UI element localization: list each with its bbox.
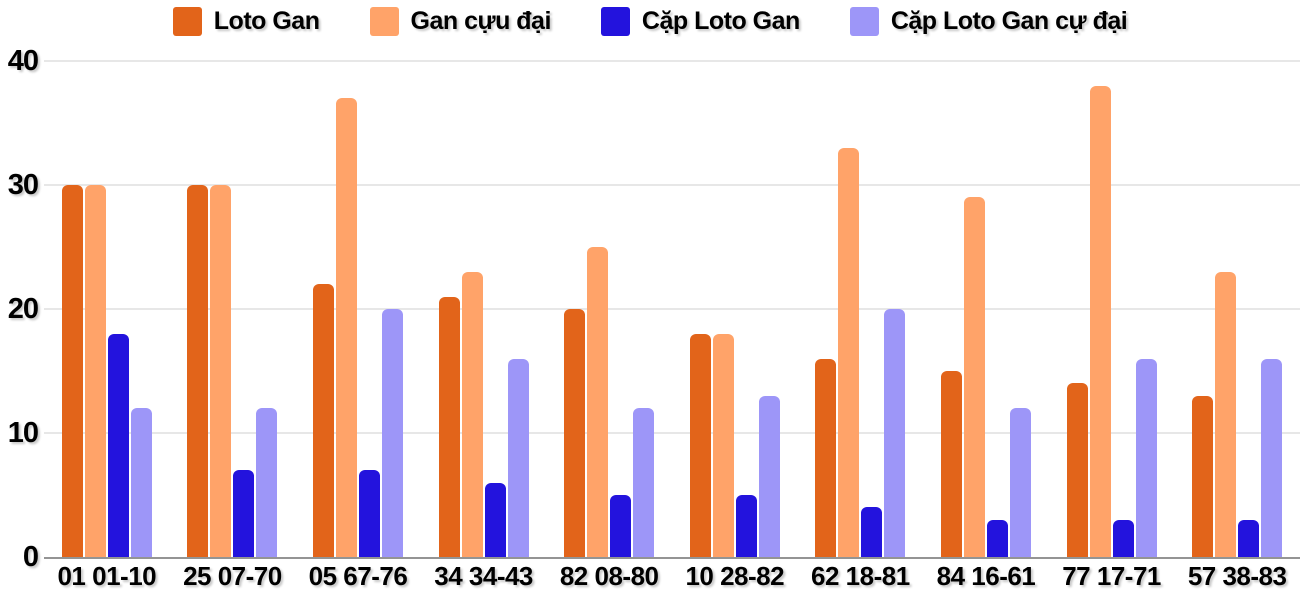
legend-swatch-icon <box>369 7 399 36</box>
bar-group <box>1049 61 1175 557</box>
bar <box>1066 383 1088 557</box>
bar <box>963 197 985 557</box>
y-axis-tick-label: 40 <box>7 45 39 77</box>
bar-group <box>170 61 296 557</box>
bar <box>815 358 837 557</box>
bar <box>758 395 780 557</box>
x-axis-label: 25 07-70 <box>183 561 282 591</box>
bar <box>1238 519 1260 557</box>
bar-group <box>295 61 421 557</box>
x-axis-label: 62 18-81 <box>811 561 910 591</box>
bar <box>312 284 334 557</box>
x-axis: 01 01-10 25 07-70 05 67-76 34 34-43 82 08-80… <box>44 561 1300 592</box>
bar <box>689 333 711 557</box>
bar <box>130 408 152 557</box>
bar-group <box>546 61 672 557</box>
bar <box>233 470 255 557</box>
bar <box>358 470 380 557</box>
bar <box>1192 395 1214 557</box>
x-axis-label: 34 34-43 <box>434 561 533 591</box>
bar-group <box>44 61 170 557</box>
bar <box>712 333 734 557</box>
y-axis-tick-label: 30 <box>7 169 39 201</box>
legend-label: Loto Gan <box>213 7 320 35</box>
bar <box>438 296 460 557</box>
bar <box>61 185 83 557</box>
legend: Loto Gan Gan cựu đại Cặp Loto Gan Cặp Loto … <box>0 7 1300 36</box>
gridline <box>44 60 1300 62</box>
bar <box>861 507 883 557</box>
legend-label: Cặp Loto Gan cự đại <box>890 7 1128 35</box>
x-axis-label: 01 01-10 <box>57 561 157 591</box>
x-axis-label: 05 67-76 <box>308 561 408 591</box>
bar <box>1089 85 1111 557</box>
x-axis-label: 57 38-83 <box>1187 561 1287 591</box>
x-axis-label: 84 16-61 <box>936 561 1036 591</box>
bar <box>838 147 860 557</box>
bar <box>256 408 278 557</box>
bar-group <box>421 61 547 557</box>
legend-item[interactable]: Gan cựu đại <box>369 7 552 36</box>
bar <box>461 271 483 557</box>
gridline <box>44 432 1300 434</box>
legend-label: Gan cựu đại <box>410 7 552 35</box>
y-axis-tick-label: 0 <box>22 541 39 573</box>
bar <box>1215 271 1237 557</box>
bar <box>564 309 586 557</box>
x-axis-label: 82 08-80 <box>559 561 659 591</box>
bar <box>84 185 106 557</box>
legend-item[interactable]: Cặp Loto Gan cự đại <box>849 7 1128 36</box>
x-axis-label: 77 17-71 <box>1062 561 1161 591</box>
bar-group <box>672 61 798 557</box>
bar-group <box>1174 61 1300 557</box>
bar-group <box>923 61 1049 557</box>
bar <box>986 519 1008 557</box>
bar <box>1009 408 1031 557</box>
bar <box>210 185 232 557</box>
bar <box>1112 519 1134 557</box>
bar <box>735 495 757 557</box>
bar <box>610 495 632 557</box>
legend-swatch-icon <box>172 7 202 36</box>
x-axis-label: 10 28-82 <box>685 561 785 591</box>
legend-label: Cặp Loto Gan <box>641 7 800 35</box>
bar <box>381 309 403 557</box>
bar <box>940 371 962 557</box>
gridline <box>44 184 1300 186</box>
bar-group <box>798 61 924 557</box>
bar <box>1261 358 1283 557</box>
bar <box>484 482 506 557</box>
bar <box>187 185 209 557</box>
legend-item[interactable]: Loto Gan <box>172 7 320 36</box>
bar <box>633 408 655 557</box>
y-axis-tick-label: 20 <box>7 293 39 325</box>
bar <box>884 309 906 557</box>
bar <box>107 333 129 557</box>
bar <box>507 358 529 557</box>
gridline <box>44 308 1300 310</box>
plot-area <box>44 61 1300 557</box>
x-axis-line <box>44 557 1300 559</box>
legend-item[interactable]: Cặp Loto Gan <box>600 7 800 36</box>
bar <box>1135 358 1157 557</box>
legend-swatch-icon <box>849 7 879 36</box>
y-axis-tick-label: 10 <box>7 417 39 449</box>
bar <box>335 98 357 557</box>
legend-swatch-icon <box>600 7 630 36</box>
bar <box>587 247 609 557</box>
